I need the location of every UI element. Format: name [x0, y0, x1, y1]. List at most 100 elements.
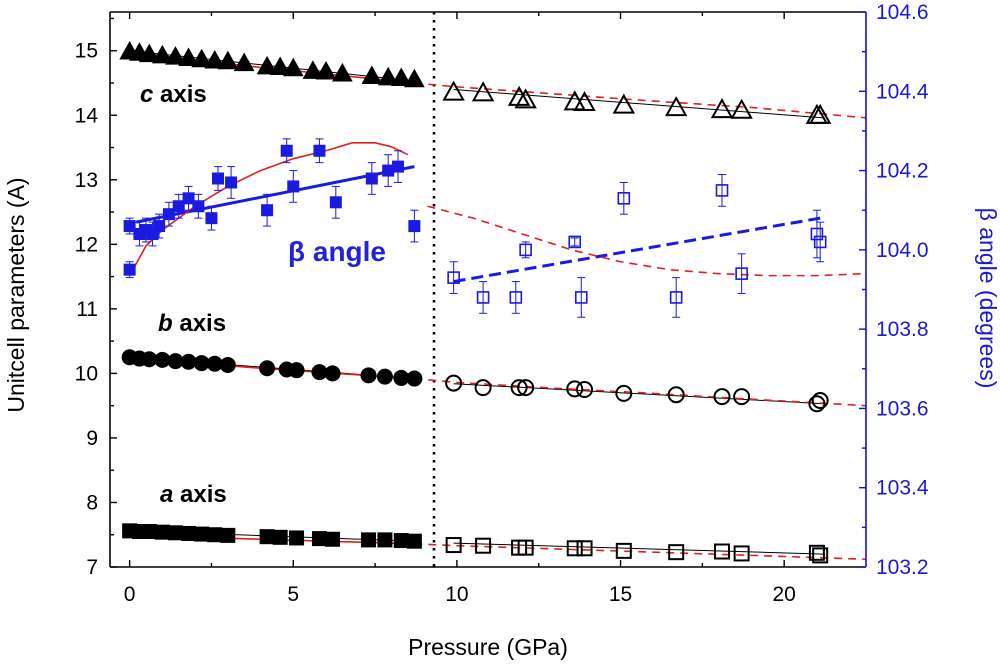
- c-axis-low-p-point: [233, 52, 255, 72]
- b-axis-high-p-point: [474, 379, 492, 397]
- a-axis-high-p-point: [475, 537, 492, 554]
- a-axis-high-p-point: [566, 540, 583, 557]
- b-axis-low-p-point: [219, 357, 236, 374]
- y2-tick-label: 103.4: [876, 477, 929, 500]
- y-tick-label: 13: [75, 169, 98, 192]
- c-axis-low-p-point: [404, 68, 425, 88]
- a-axis-low-p-point: [406, 533, 422, 549]
- a-axis-low-p-point: [393, 533, 409, 549]
- c-axis-low-p-point: [269, 56, 291, 75]
- x-tick-label: 15: [609, 583, 632, 606]
- beta-angle-high-p-point: [476, 291, 490, 304]
- a-axis-low-p-point: [220, 527, 236, 543]
- b-axis-low-p-point: [324, 365, 341, 382]
- a-eos-dashed-line: [414, 542, 867, 561]
- a-axis-high-p-point: [576, 540, 593, 557]
- beta-angle-high-p-point: [447, 271, 460, 284]
- beta-angle-high-p-point: [509, 291, 523, 304]
- b-axis-low-p-point: [406, 370, 423, 387]
- a-axis-low-p-point: [181, 525, 197, 541]
- c-eos-dashed-line: [414, 82, 867, 119]
- beta-angle-low-p-point: [212, 172, 224, 185]
- y-tick-label: 15: [75, 40, 98, 63]
- c-axis-low-p-point: [217, 50, 239, 70]
- a-axis-high-p-point: [445, 537, 462, 554]
- b-axis-high-p-point: [517, 379, 535, 397]
- a-axis-low-p-point: [141, 524, 157, 540]
- b-axis-low-p-point: [376, 368, 393, 385]
- beta-angle-low-p-point: [287, 180, 300, 193]
- beta-angle-high-p-point: [617, 192, 631, 205]
- y-tick-label: 14: [75, 104, 99, 127]
- b-eos-dashed-line: [414, 377, 867, 407]
- beta-angle-high-p-point: [568, 235, 582, 249]
- b-axis-high-p-point: [445, 374, 463, 392]
- b-axis-high-p-point: [576, 381, 594, 399]
- beta-calc-low-line: [132, 142, 409, 271]
- beta-angle-high-p-point: [519, 243, 532, 257]
- c-axis-low-p-point: [282, 57, 304, 77]
- a-axis-label: a axis: [160, 481, 227, 508]
- a-axis-low-p-point: [272, 529, 288, 545]
- beta-angle-high-p-point: [735, 267, 748, 280]
- b-axis-high-p-point: [667, 386, 685, 404]
- b-axis-high-p-point: [615, 384, 633, 402]
- a-axis-low-p-point: [311, 531, 327, 547]
- a-axis-high-p-point: [615, 542, 632, 559]
- c-fit-high-line: [453, 88, 824, 119]
- beta-angle-low-p-point: [123, 263, 136, 276]
- a-axis-high-p-point: [808, 544, 825, 561]
- beta-angle-low-p-point: [261, 204, 274, 217]
- y-tick-label: 10: [75, 362, 98, 385]
- c-axis-low-p-point: [390, 67, 412, 86]
- beta-angle-high-p-point: [813, 235, 827, 249]
- a-axis-low-p-point: [194, 526, 210, 542]
- y-tick-label: 8: [86, 491, 98, 514]
- c-axis-high-p-point: [471, 81, 495, 102]
- a-axis-high-p-point: [668, 544, 685, 561]
- beta-angle-low-p-point: [205, 212, 218, 225]
- y-tick-label: 7: [86, 556, 98, 579]
- c-axis-high-p-point: [573, 90, 596, 111]
- a-axis-high-p-point: [517, 539, 534, 556]
- c-axis-low-p-point: [204, 50, 226, 69]
- y2-tick-label: 104.2: [876, 160, 929, 183]
- b-axis-high-p-point: [713, 388, 731, 406]
- c-axis-low-p-point: [361, 65, 383, 85]
- y-tick-label: 12: [75, 233, 98, 256]
- beta-angle-low-p-point: [146, 228, 159, 240]
- y2-tick-label: 104.0: [876, 239, 929, 262]
- c-axis-low-p-point: [332, 62, 353, 82]
- a-axis-low-p-point: [289, 530, 305, 546]
- c-axis-low-p-point: [256, 55, 278, 75]
- b-fit-high-line: [453, 383, 824, 405]
- beta-angle-low-p-point: [365, 172, 378, 185]
- c-axis-low-p-point: [302, 60, 324, 79]
- b-axis-low-p-point: [259, 360, 276, 377]
- y-tick-label: 11: [76, 298, 98, 321]
- beta-angle-low-p-point: [392, 160, 404, 173]
- beta-angle-low-p-point: [313, 144, 326, 157]
- b-axis-high-p-point: [566, 380, 584, 398]
- a-fit-high-line: [453, 542, 824, 555]
- a-axis-low-p-point: [207, 527, 223, 543]
- beta-angle-low-p-point: [123, 220, 136, 233]
- a-axis-low-p-point: [154, 524, 170, 540]
- c-axis-high-p-point: [442, 80, 465, 101]
- beta-angle-low-p-point: [182, 192, 195, 205]
- y-axis-title: Unitcell parameters (A): [3, 177, 29, 412]
- b-axis-low-p-point: [288, 362, 305, 379]
- y2-tick-label: 104.6: [876, 1, 929, 24]
- beta-angle-low-p-point: [192, 200, 205, 213]
- plot-area: [119, 12, 867, 567]
- a-axis-high-p-point: [714, 543, 730, 560]
- beta-angle-low-p-point: [172, 200, 185, 213]
- y-tick-label: 9: [86, 427, 98, 450]
- beta-angle-low-p-point: [280, 144, 293, 157]
- a-axis-low-p-point: [361, 532, 377, 548]
- beta-angle-high-p-point: [669, 291, 683, 304]
- c-axis-low-p-point: [152, 44, 173, 64]
- c-axis-high-p-point: [710, 98, 734, 119]
- c-axis-low-p-point: [191, 48, 212, 68]
